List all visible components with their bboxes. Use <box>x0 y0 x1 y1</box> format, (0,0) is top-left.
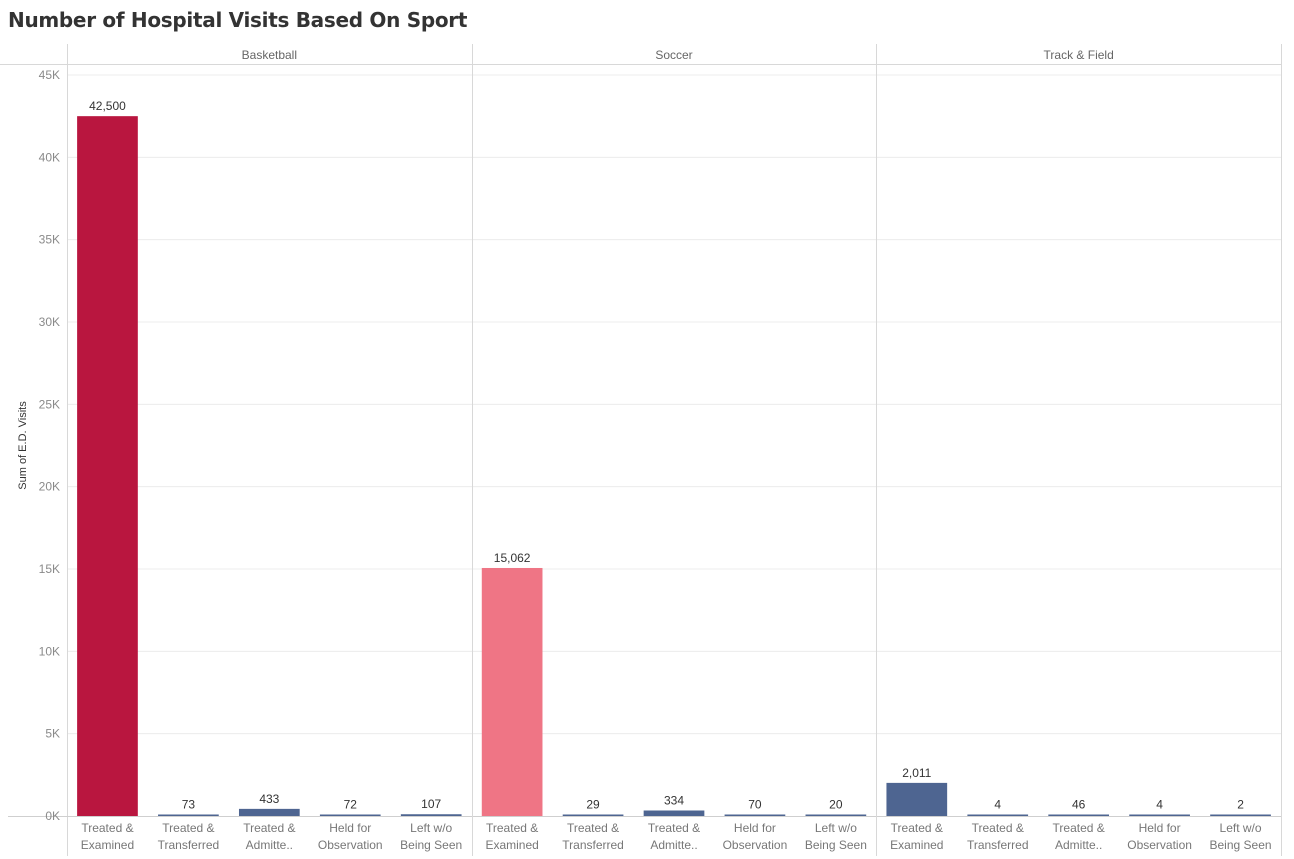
x-tick-label: Admitte.. <box>246 838 293 852</box>
bar <box>967 814 1029 816</box>
bar <box>238 808 300 816</box>
y-tick-label: 15K <box>39 562 60 576</box>
data-label: 72 <box>344 798 358 812</box>
panel-header-label: Track & Field <box>1044 48 1114 62</box>
data-label: 4 <box>1156 798 1163 812</box>
x-tick-label: Treated & <box>891 821 943 835</box>
data-label: 73 <box>182 798 196 812</box>
y-tick-label: 5K <box>45 727 60 741</box>
x-tick-label: Treated & <box>648 821 700 835</box>
panel-header-label: Soccer <box>655 48 692 62</box>
x-tick-label: Held for <box>1139 821 1181 835</box>
chart-title: Number of Hospital Visits Based On Sport <box>8 8 468 32</box>
bar <box>158 814 219 816</box>
x-tick-label: Observation <box>1127 838 1192 852</box>
data-label: 2,011 <box>902 766 931 780</box>
panel-header-label: Basketball <box>242 48 297 62</box>
y-tick-label: 10K <box>39 644 60 658</box>
x-tick-label: Transferred <box>562 838 624 852</box>
data-label: 46 <box>1072 798 1086 812</box>
x-tick-label: Held for <box>734 821 776 835</box>
bar <box>319 814 381 816</box>
data-label: 42,500 <box>89 99 126 113</box>
x-tick-label: Being Seen <box>400 838 462 852</box>
x-tick-label: Treated & <box>81 821 133 835</box>
x-tick-label: Observation <box>318 838 383 852</box>
x-tick-label: Treated & <box>243 821 295 835</box>
y-tick-label: 0K <box>45 809 60 823</box>
x-tick-label: Observation <box>723 838 788 852</box>
x-tick-label: Left w/o <box>1220 821 1262 835</box>
data-label: 29 <box>586 798 600 812</box>
bar <box>562 814 624 816</box>
x-tick-label: Admitte.. <box>650 838 697 852</box>
x-tick-label: Treated & <box>972 821 1024 835</box>
labels: 0K 5K 10K 15K 20K 25K 30K 35K 40K 45K Sum of E.D. … <box>17 48 1272 852</box>
bar <box>643 810 705 816</box>
bar <box>481 567 543 816</box>
x-tick-label: Treated & <box>567 821 619 835</box>
bars <box>77 116 1271 816</box>
y-tick-label: 40K <box>39 150 60 164</box>
bar <box>1048 814 1110 816</box>
data-label: 2 <box>1237 798 1244 812</box>
data-label: 15,062 <box>494 551 531 565</box>
data-label: 334 <box>664 794 684 808</box>
bar <box>1210 814 1271 816</box>
data-label: 433 <box>259 792 279 806</box>
x-tick-label: Treated & <box>1053 821 1105 835</box>
x-tick-label: Being Seen <box>1210 838 1272 852</box>
x-tick-label: Treated & <box>486 821 538 835</box>
x-tick-label: Treated & <box>162 821 214 835</box>
bar <box>1129 814 1190 816</box>
data-label: 20 <box>829 798 843 812</box>
x-tick-label: Examined <box>485 838 538 852</box>
x-tick-label: Left w/o <box>815 821 857 835</box>
y-tick-label: 45K <box>39 68 60 82</box>
bar <box>886 782 948 816</box>
data-label: 4 <box>994 798 1001 812</box>
bar <box>400 814 462 816</box>
x-tick-label: Examined <box>81 838 134 852</box>
y-axis-title: Sum of E.D. Visits <box>17 401 29 490</box>
data-label: 107 <box>421 797 441 811</box>
data-label: 70 <box>748 798 762 812</box>
x-tick-label: Transferred <box>158 838 220 852</box>
x-tick-label: Transferred <box>967 838 1029 852</box>
x-tick-label: Held for <box>329 821 371 835</box>
bar <box>77 116 138 816</box>
chart-frame <box>0 44 1282 856</box>
y-tick-label: 25K <box>39 397 60 411</box>
x-tick-label: Being Seen <box>805 838 867 852</box>
y-tick-label: 35K <box>39 233 60 247</box>
y-tick-label: 20K <box>39 480 60 494</box>
x-tick-label: Left w/o <box>410 821 452 835</box>
bar <box>805 814 867 816</box>
x-tick-label: Admitte.. <box>1055 838 1102 852</box>
x-tick-label: Examined <box>890 838 943 852</box>
y-tick-label: 30K <box>39 315 60 329</box>
bar <box>724 814 786 816</box>
gridlines <box>67 74 1281 735</box>
